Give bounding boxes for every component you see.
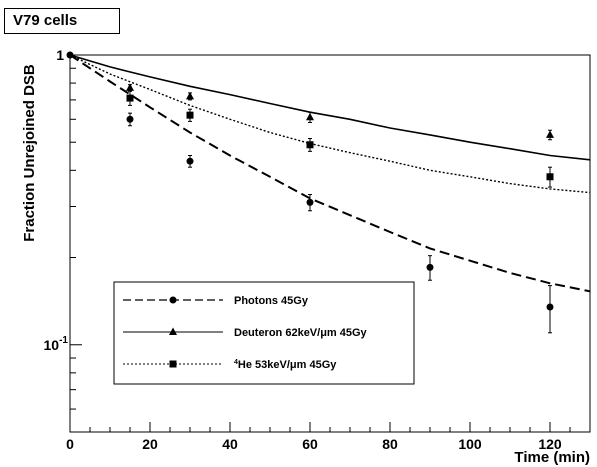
x-tick-label: 20 [142, 436, 158, 452]
data-point-deuteron [126, 83, 134, 91]
fit-curve-deuteron [69, 54, 591, 161]
fit-curve-photons [69, 54, 591, 293]
x-tick-label: 0 [66, 436, 74, 452]
y-tick-label: 10-1 [44, 335, 69, 353]
chart-title: V79 cells [13, 12, 78, 29]
data-point-he4 [546, 173, 554, 181]
data-point-he4 [186, 111, 194, 119]
legend-label-deuteron: Deuteron 62keV/μm 45Gy [234, 327, 368, 339]
data-point-photons [426, 263, 434, 271]
data-point-deuteron [306, 112, 314, 121]
x-tick-label: 80 [382, 436, 398, 452]
data-point-photons [186, 157, 194, 165]
x-tick-label: 120 [538, 436, 562, 452]
legend-label-photons: Photons 45Gy [234, 295, 309, 307]
chart-title-box: V79 cells [4, 8, 120, 34]
data-point-he4 [306, 141, 314, 149]
y-axis-label: Fraction Unrejoined DSB [21, 64, 38, 242]
data-point-he4 [126, 94, 134, 102]
x-tick-label: 100 [458, 436, 482, 452]
legend-marker-photons [169, 296, 177, 304]
x-axis-label: Time (min) [514, 449, 590, 466]
legend-box [113, 281, 415, 385]
fit-curve-he4 [69, 54, 591, 194]
y-tick-label: 1 [56, 47, 64, 63]
x-tick-label: 60 [302, 436, 318, 452]
data-point-photons [66, 51, 74, 59]
legend-label-he4: 4He 53keV/μm 45Gy [234, 359, 337, 371]
data-point-photons [126, 115, 134, 123]
legend-marker-deuteron [169, 327, 177, 335]
data-point-photons [546, 303, 554, 311]
data-point-deuteron [546, 130, 554, 138]
x-tick-label: 40 [222, 436, 238, 452]
data-point-photons [306, 198, 314, 206]
legend-marker-he4 [169, 360, 177, 368]
data-point-deuteron [186, 91, 194, 100]
